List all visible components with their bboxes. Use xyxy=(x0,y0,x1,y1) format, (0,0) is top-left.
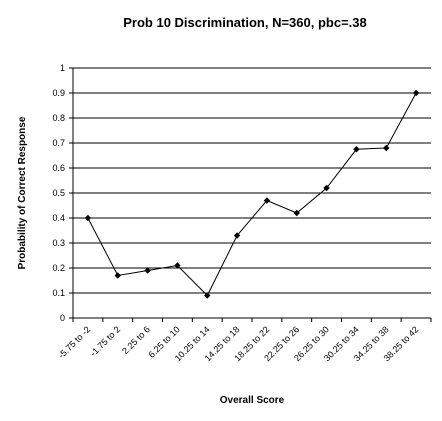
data-point xyxy=(383,144,390,152)
x-tick-label: -1.75 to 2 xyxy=(88,324,122,358)
y-tick-label: 0.3 xyxy=(52,238,65,248)
data-point xyxy=(84,214,92,222)
data-point xyxy=(323,184,330,192)
data-point xyxy=(114,272,121,279)
y-axis-title: Probability of Correct Response xyxy=(17,116,28,269)
y-tick-label: 0.7 xyxy=(52,138,65,148)
data-point xyxy=(233,232,241,239)
x-tick-labels: -5.75 to -2-1.75 to 22.25 to 66.25 to 10… xyxy=(56,324,420,363)
y-tick-label: 0.2 xyxy=(52,263,65,273)
y-tick-label: 0.5 xyxy=(52,188,65,198)
axes xyxy=(69,67,432,322)
series xyxy=(84,89,420,299)
y-tick-label: 0 xyxy=(60,313,65,323)
x-axis-title: Overall Score xyxy=(220,395,285,406)
data-point xyxy=(353,146,360,153)
y-tick-label: 0.9 xyxy=(52,88,65,98)
y-tick-label: 0.4 xyxy=(52,213,65,223)
y-tick-labels: 0 0.1 0.2 0.3 0.4 0.5 0.6 0.7 0.8 0.9 1 xyxy=(52,63,65,323)
y-tick-label: 0.8 xyxy=(52,113,65,123)
gridlines xyxy=(73,67,431,294)
x-tick-label: -5.75 to -2 xyxy=(56,324,92,360)
y-tick-label: 0.6 xyxy=(52,163,65,173)
data-point xyxy=(263,197,271,204)
data-point xyxy=(174,262,181,269)
data-point xyxy=(412,89,420,97)
series-line xyxy=(87,92,417,297)
chart-title: Prob 10 Discrimination, N=360, pbc=.38 xyxy=(123,15,366,30)
y-tick-label: 1 xyxy=(60,63,65,73)
data-point xyxy=(293,209,300,217)
data-point xyxy=(204,292,211,299)
y-tick-label: 0.1 xyxy=(52,288,65,298)
data-point xyxy=(144,267,151,274)
